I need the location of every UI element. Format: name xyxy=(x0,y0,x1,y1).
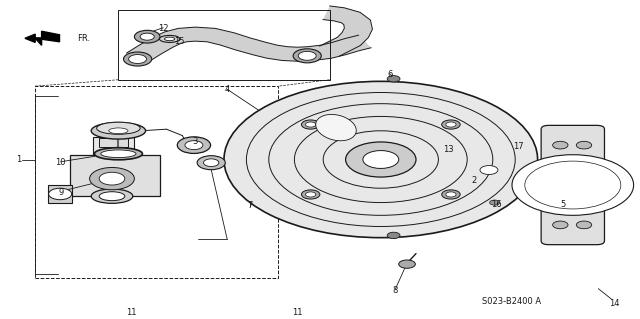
Bar xyxy=(70,155,160,196)
Text: 4: 4 xyxy=(225,85,230,94)
Text: FR.: FR. xyxy=(77,34,90,43)
Circle shape xyxy=(99,172,125,185)
Circle shape xyxy=(197,156,225,170)
FancyArrow shape xyxy=(25,34,60,42)
Ellipse shape xyxy=(95,148,143,160)
Text: 7: 7 xyxy=(247,201,252,210)
Circle shape xyxy=(480,166,498,174)
Circle shape xyxy=(293,49,321,63)
Ellipse shape xyxy=(92,122,146,139)
Text: 13: 13 xyxy=(443,145,453,154)
Text: S023-B2400 A: S023-B2400 A xyxy=(483,297,541,306)
Text: 9: 9 xyxy=(58,189,63,197)
Text: 6: 6 xyxy=(388,70,393,79)
Circle shape xyxy=(577,221,591,229)
Circle shape xyxy=(140,33,154,40)
Bar xyxy=(35,86,278,278)
Bar xyxy=(474,160,504,180)
Circle shape xyxy=(298,51,316,60)
Circle shape xyxy=(204,159,219,167)
Ellipse shape xyxy=(109,128,128,134)
Circle shape xyxy=(446,122,456,127)
Text: 15: 15 xyxy=(174,37,184,46)
Ellipse shape xyxy=(101,150,136,158)
Text: 12: 12 xyxy=(158,24,168,33)
Circle shape xyxy=(512,155,634,215)
Circle shape xyxy=(129,55,147,63)
Circle shape xyxy=(387,232,400,239)
Bar xyxy=(93,137,134,155)
Circle shape xyxy=(346,142,416,177)
Circle shape xyxy=(49,188,72,200)
Ellipse shape xyxy=(164,37,175,41)
Ellipse shape xyxy=(159,35,180,42)
Circle shape xyxy=(185,141,203,150)
Text: 2: 2 xyxy=(471,176,476,185)
Text: 3: 3 xyxy=(193,137,198,146)
Ellipse shape xyxy=(99,192,125,201)
Text: 16: 16 xyxy=(491,200,501,209)
Bar xyxy=(99,138,128,147)
Circle shape xyxy=(399,260,415,268)
Bar xyxy=(512,158,520,161)
Text: 11: 11 xyxy=(126,308,136,317)
Ellipse shape xyxy=(92,189,133,204)
Circle shape xyxy=(442,120,460,129)
Polygon shape xyxy=(127,27,371,62)
FancyBboxPatch shape xyxy=(541,125,605,245)
Circle shape xyxy=(553,141,568,149)
Circle shape xyxy=(305,192,316,197)
Circle shape xyxy=(90,167,134,190)
Bar xyxy=(48,185,72,203)
Circle shape xyxy=(446,192,456,197)
Circle shape xyxy=(577,141,591,149)
Circle shape xyxy=(177,137,211,153)
Polygon shape xyxy=(35,31,60,45)
Text: 10: 10 xyxy=(56,158,66,167)
Circle shape xyxy=(224,81,538,238)
Circle shape xyxy=(490,200,500,205)
Text: 1: 1 xyxy=(17,155,22,164)
Circle shape xyxy=(301,120,320,129)
Text: 11: 11 xyxy=(292,308,303,317)
Circle shape xyxy=(134,30,160,43)
Text: 8: 8 xyxy=(393,286,398,295)
Circle shape xyxy=(387,76,400,82)
Text: 17: 17 xyxy=(513,142,524,151)
Text: 14: 14 xyxy=(609,299,620,308)
Ellipse shape xyxy=(316,115,356,141)
Bar xyxy=(118,10,330,80)
Circle shape xyxy=(442,190,460,199)
Polygon shape xyxy=(319,6,372,56)
Circle shape xyxy=(363,151,399,168)
Ellipse shape xyxy=(97,122,140,134)
Circle shape xyxy=(553,221,568,229)
Circle shape xyxy=(301,190,320,199)
Text: 5: 5 xyxy=(561,200,566,209)
Circle shape xyxy=(124,52,152,66)
Circle shape xyxy=(305,122,316,127)
